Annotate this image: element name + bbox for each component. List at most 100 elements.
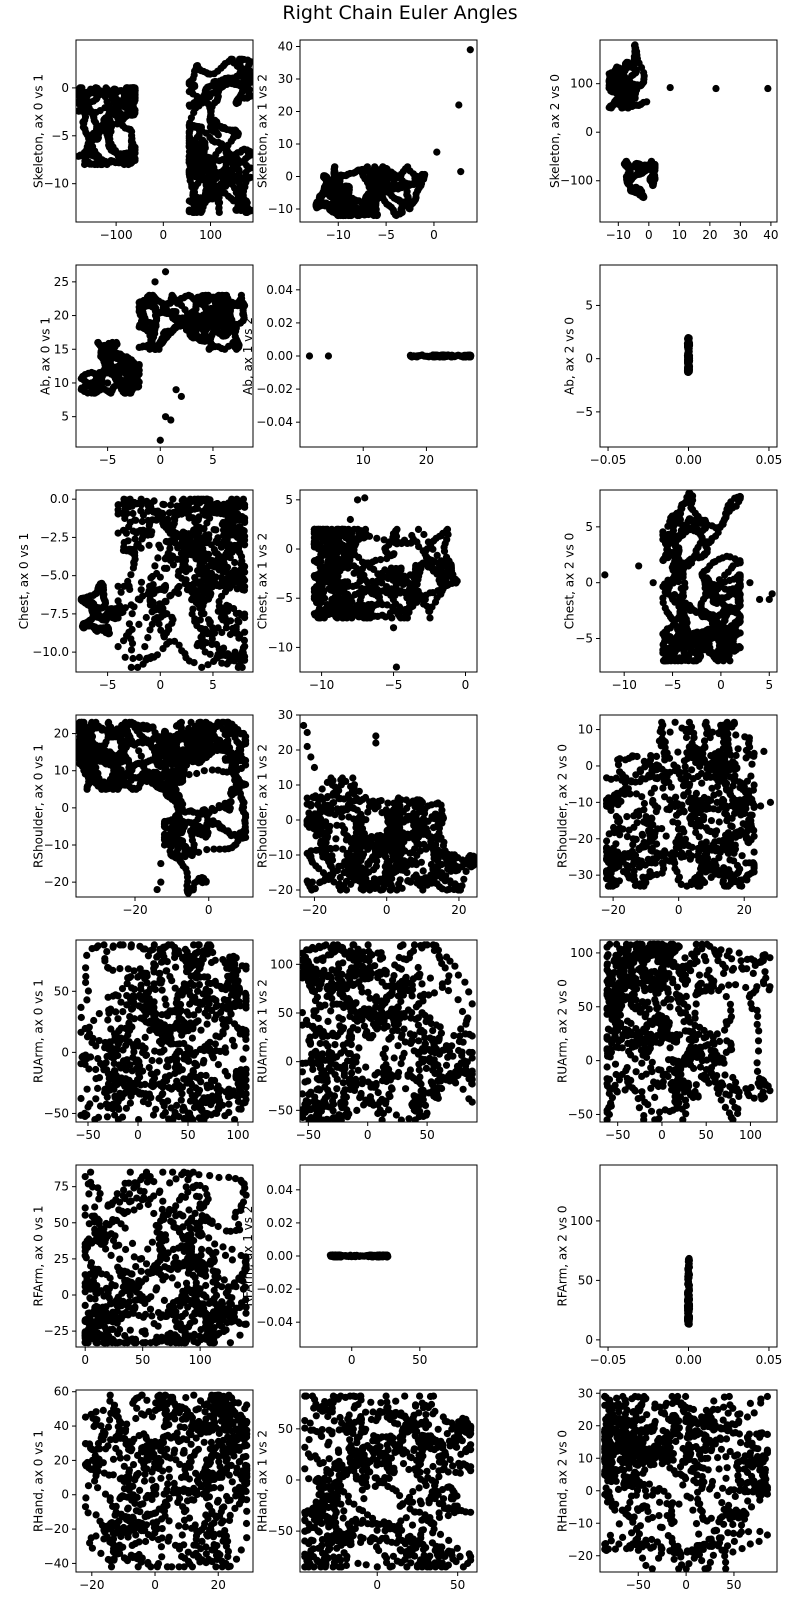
data-point <box>145 541 153 549</box>
data-point <box>186 495 194 503</box>
data-point <box>150 497 158 505</box>
data-point <box>160 501 168 509</box>
outlier-point <box>177 392 185 401</box>
outlier-point <box>666 83 674 92</box>
y-tick-label: 5 <box>61 410 69 424</box>
outlier-point <box>151 278 159 286</box>
outlier-point <box>146 345 154 353</box>
y-tick-label: −10 <box>44 177 69 191</box>
data-point <box>643 98 651 106</box>
y-tick-label: 0 <box>285 170 293 184</box>
outlier-point <box>161 268 170 276</box>
y-axis-label: Ab, ax 1 vs 2 <box>241 317 255 395</box>
y-tick-label: −10 <box>268 202 293 216</box>
data-point <box>196 559 204 567</box>
data-point <box>108 120 116 128</box>
data-point <box>193 297 201 305</box>
axes-frame <box>75 264 254 448</box>
axes-frame <box>75 39 254 223</box>
data-point <box>634 169 642 177</box>
x-tick-label: 20 <box>702 228 717 242</box>
figure-title: Right Chain Euler Angles <box>282 2 518 24</box>
data-point <box>120 495 128 503</box>
y-axis-label: Skeleton, ax 0 vs 1 <box>31 74 45 188</box>
y-tick-label: −0.04 <box>256 415 293 429</box>
data-point <box>344 201 353 209</box>
x-tick-label: 40 <box>763 228 778 242</box>
outlier-point <box>457 168 465 176</box>
y-tick-label: 20 <box>54 309 69 323</box>
data-point <box>121 653 129 661</box>
y-tick-label: 10 <box>54 376 69 390</box>
point-cluster <box>135 291 249 353</box>
data-point <box>144 634 152 642</box>
y-tick-label: 15 <box>54 342 69 356</box>
outlier-point <box>712 84 720 93</box>
y-axis-label: Ab, ax 0 vs 1 <box>39 317 53 395</box>
outlier-point <box>324 352 333 360</box>
data-point <box>93 84 101 93</box>
x-tick-label: 0 <box>159 228 167 242</box>
y-tick-label: 0.00 <box>266 349 293 363</box>
data-point <box>214 86 222 94</box>
y-tick-label: 25 <box>54 275 69 289</box>
y-tick-label: 0.02 <box>266 316 293 330</box>
subplot-marks <box>77 495 249 672</box>
data-point <box>137 586 145 594</box>
subplot-marks <box>683 334 694 376</box>
y-tick-label: 10 <box>278 137 293 151</box>
data-point <box>189 580 198 588</box>
data-point <box>198 552 206 560</box>
data-point <box>141 643 149 651</box>
data-point <box>218 628 226 637</box>
data-point <box>240 73 248 81</box>
y-tick-label: 5 <box>585 298 593 312</box>
outlier-point <box>433 148 441 156</box>
y-tick-label: −0.02 <box>256 382 293 396</box>
data-point <box>174 589 183 598</box>
point-cluster <box>312 163 429 220</box>
point-cluster <box>185 55 253 216</box>
axes-frame <box>599 39 778 223</box>
subplot-marks <box>305 351 475 361</box>
x-tick-label: 0 <box>430 228 438 242</box>
point-cluster <box>605 41 651 112</box>
outlier-point <box>161 413 170 421</box>
data-point <box>139 511 147 519</box>
point-cluster <box>76 84 139 169</box>
y-tick-label: 0 <box>61 81 69 95</box>
outlier-point <box>305 352 314 360</box>
data-point <box>213 550 221 558</box>
subplot-marks <box>77 268 249 444</box>
y-tick-label: 0.04 <box>266 283 293 297</box>
point-cluster <box>683 334 694 376</box>
data-point <box>200 588 208 596</box>
data-point <box>212 537 220 545</box>
data-point <box>685 357 693 365</box>
y-tick-label: 30 <box>278 72 293 86</box>
x-tick-label: 0.00 <box>675 453 702 467</box>
x-tick-label: −5 <box>99 453 117 467</box>
y-axis-label: Ab, ax 2 vs 0 <box>563 317 577 395</box>
x-tick-label: −5 <box>377 228 395 242</box>
data-point <box>142 613 150 622</box>
data-point <box>146 626 154 634</box>
x-tick-label: −100 <box>100 228 133 242</box>
outlier-point <box>156 436 164 444</box>
outlier-point <box>764 84 772 93</box>
data-point <box>169 495 177 503</box>
y-tick-label: −5 <box>575 405 593 419</box>
y-tick-label: 40 <box>278 40 293 54</box>
data-point <box>232 189 240 197</box>
x-tick-label: −0.05 <box>590 453 627 467</box>
data-point <box>114 643 122 651</box>
y-axis-label: Skeleton, ax 1 vs 2 <box>255 74 269 188</box>
data-point <box>122 529 130 537</box>
